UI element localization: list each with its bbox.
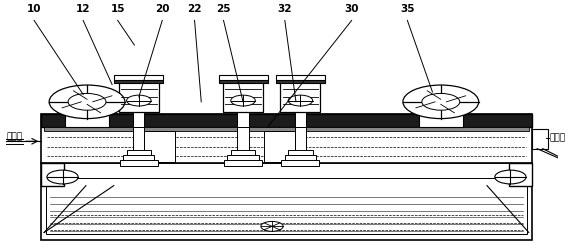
Text: 12: 12 [76,4,90,14]
Circle shape [68,93,106,110]
Circle shape [127,95,151,106]
Text: 15: 15 [110,4,125,14]
Circle shape [495,170,526,184]
Bar [133,127,144,155]
Bar [123,155,154,161]
Text: 32: 32 [278,4,292,14]
Bar [237,112,249,127]
Bar [419,112,463,127]
Bar [295,112,306,127]
Circle shape [403,85,479,119]
Bar [223,80,263,112]
Bar [285,155,316,161]
Bar [65,112,109,127]
Bar [219,75,268,80]
Bar [114,80,164,83]
Bar [41,114,532,127]
Bar [288,150,312,155]
Circle shape [231,95,255,106]
Text: 20: 20 [155,4,169,14]
Bar [41,114,532,163]
Bar [276,75,325,80]
Text: 25: 25 [216,4,231,14]
Circle shape [49,85,125,119]
Bar [44,127,529,131]
Bar [532,129,548,149]
Bar [46,178,527,234]
Bar [237,127,249,155]
Bar [295,127,306,155]
Bar [119,80,159,112]
Bar [114,75,164,80]
Bar [80,104,95,114]
Bar [219,80,268,83]
Bar [276,80,325,83]
Text: 22: 22 [187,4,202,14]
Bar [509,163,532,186]
Bar [433,104,449,114]
Bar [144,131,175,162]
Circle shape [422,93,460,110]
Bar [281,80,320,112]
Text: 35: 35 [400,4,415,14]
Circle shape [261,221,283,231]
Bar [264,131,295,162]
Bar [224,160,262,166]
Bar [133,112,144,127]
Circle shape [47,170,78,184]
Text: 10: 10 [27,4,41,14]
Bar [231,150,255,155]
Circle shape [288,95,312,106]
Bar [282,160,319,166]
Bar [120,160,158,166]
Bar [127,150,151,155]
Bar [41,163,532,240]
Text: 出料口: 出料口 [549,133,566,142]
Bar [227,155,258,161]
Bar [41,163,64,186]
Text: 30: 30 [344,4,359,14]
Text: 进料口: 进料口 [6,132,22,141]
